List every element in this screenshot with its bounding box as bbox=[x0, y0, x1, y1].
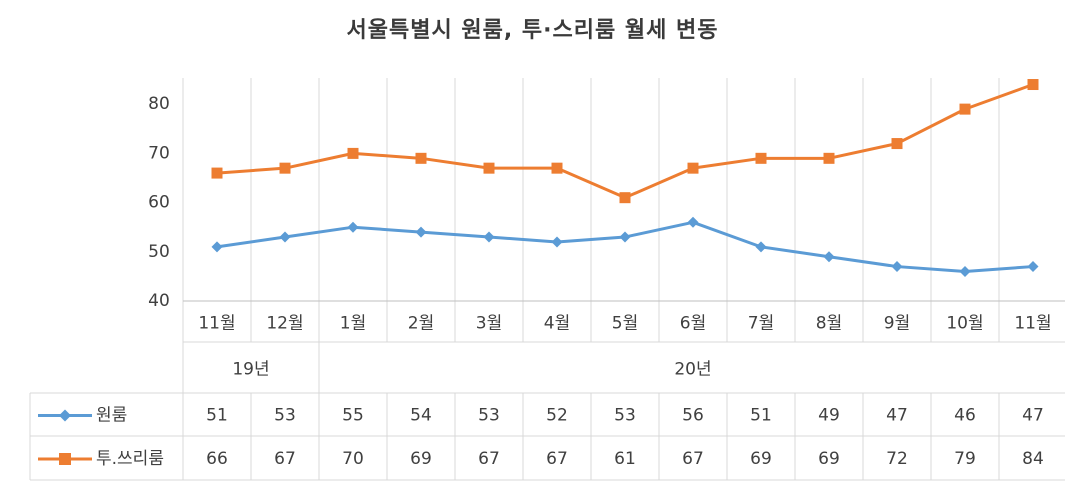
x-tick-label: 12월 bbox=[266, 314, 303, 334]
data-table-value: 67 bbox=[274, 449, 296, 469]
x-tick-label: 3월 bbox=[476, 314, 502, 334]
series-line-1 bbox=[216, 220, 1034, 273]
data-table-value: 52 bbox=[546, 406, 568, 426]
series-line-2 bbox=[216, 83, 1034, 200]
data-point-marker bbox=[279, 231, 291, 243]
data-table-value: 66 bbox=[206, 449, 228, 469]
x-tick-label: 7월 bbox=[748, 314, 774, 334]
data-table-value: 67 bbox=[478, 449, 500, 469]
data-table-value: 70 bbox=[342, 449, 364, 469]
data-table-value: 84 bbox=[1022, 449, 1044, 469]
x-tick-label: 9월 bbox=[884, 314, 910, 334]
data-table-value: 53 bbox=[478, 406, 500, 426]
data-table-value: 49 bbox=[818, 406, 840, 426]
chart-title: 서울특별시 원룸, 투·스리룸 월세 변동 bbox=[346, 18, 719, 43]
data-table-value: 51 bbox=[206, 406, 228, 426]
x-tick-label: 11월 bbox=[1014, 314, 1051, 334]
data-table-value: 55 bbox=[342, 406, 364, 426]
data-table-value: 69 bbox=[750, 449, 772, 469]
data-point-marker bbox=[891, 261, 903, 273]
data-point-marker bbox=[755, 241, 767, 253]
data-table-value: 56 bbox=[682, 406, 704, 426]
data-table-value: 69 bbox=[818, 449, 840, 469]
data-table-value: 47 bbox=[1022, 406, 1044, 426]
data-point-marker bbox=[279, 162, 291, 174]
data-point-marker bbox=[483, 162, 495, 174]
data-table-value: 54 bbox=[410, 406, 432, 426]
y-tick-label: 80 bbox=[148, 94, 170, 114]
data-table-value: 46 bbox=[954, 406, 976, 426]
data-table-value: 51 bbox=[750, 406, 772, 426]
data-point-marker bbox=[483, 231, 495, 243]
data-table-value: 72 bbox=[886, 449, 908, 469]
data-table-value: 53 bbox=[274, 406, 296, 426]
data-point-marker bbox=[1027, 79, 1039, 91]
data-point-marker bbox=[347, 147, 359, 159]
data-point-marker bbox=[347, 221, 359, 233]
data-table-value: 61 bbox=[614, 449, 636, 469]
data-point-marker bbox=[891, 138, 903, 150]
legend-series-name: 투.쓰리룸 bbox=[96, 449, 164, 469]
data-point-marker bbox=[619, 192, 631, 204]
y-tick-label: 60 bbox=[148, 193, 170, 213]
data-point-marker bbox=[415, 152, 427, 164]
data-table-value: 69 bbox=[410, 449, 432, 469]
year-label: 20년 bbox=[674, 360, 711, 380]
x-tick-label: 11월 bbox=[198, 314, 235, 334]
data-point-marker bbox=[211, 167, 223, 179]
x-tick-label: 5월 bbox=[612, 314, 638, 334]
x-tick-label: 4월 bbox=[544, 314, 570, 334]
data-table-value: 67 bbox=[546, 449, 568, 469]
data-point-marker bbox=[551, 236, 563, 248]
data-point-marker bbox=[1027, 261, 1039, 273]
x-tick-label: 10월 bbox=[946, 314, 983, 334]
y-tick-label: 70 bbox=[148, 143, 170, 163]
data-point-marker bbox=[687, 162, 699, 174]
legend-key-marker bbox=[59, 409, 71, 422]
y-tick-label: 50 bbox=[148, 242, 170, 262]
data-point-marker bbox=[211, 241, 223, 253]
y-tick-label: 40 bbox=[148, 291, 170, 311]
x-tick-label: 2월 bbox=[408, 314, 434, 334]
data-table-value: 79 bbox=[954, 449, 976, 469]
data-point-marker bbox=[959, 265, 971, 277]
data-table-value: 47 bbox=[886, 406, 908, 426]
x-tick-label: 8월 bbox=[816, 314, 842, 334]
data-point-marker bbox=[823, 152, 835, 164]
data-point-marker bbox=[823, 251, 835, 263]
year-label: 19년 bbox=[232, 360, 269, 380]
data-point-marker bbox=[551, 162, 563, 174]
data-table-value: 53 bbox=[614, 406, 636, 426]
data-point-marker bbox=[687, 216, 699, 228]
data-point-marker bbox=[959, 103, 971, 115]
data-point-marker bbox=[755, 152, 767, 164]
x-tick-label: 6월 bbox=[680, 314, 706, 334]
data-point-marker bbox=[415, 226, 427, 238]
data-table-value: 67 bbox=[682, 449, 704, 469]
legend-series-name: 원룸 bbox=[96, 406, 127, 426]
x-tick-label: 1월 bbox=[340, 314, 366, 334]
data-point-marker bbox=[619, 231, 631, 243]
legend-key-marker bbox=[59, 453, 71, 465]
